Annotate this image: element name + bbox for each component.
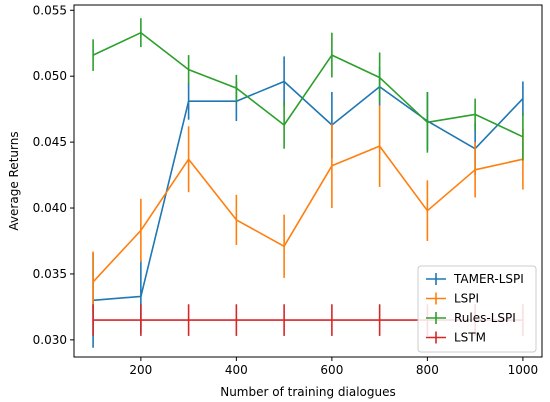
x-tick-label: 600 xyxy=(320,363,343,377)
legend-box xyxy=(417,265,537,353)
series-line-tamer-lspi xyxy=(93,80,524,302)
y-tick-label: 0.055 xyxy=(33,3,67,17)
x-tick-label: 200 xyxy=(129,363,152,377)
legend-label: Rules-LSPI xyxy=(454,311,516,325)
legend-item-lstm: LSTM xyxy=(426,331,486,345)
x-tick-label: 1000 xyxy=(508,363,539,377)
legend-label: LSPI xyxy=(454,292,479,306)
legend-label: TAMER-LSPI xyxy=(453,272,524,286)
series-lspi xyxy=(92,105,524,313)
legend-item-tamer-lspi: TAMER-LSPI xyxy=(426,272,524,286)
y-tick-label: 0.030 xyxy=(33,333,67,347)
y-axis-label: Average Returns xyxy=(7,131,21,230)
y-tick-label: 0.035 xyxy=(33,267,67,281)
legend: TAMER-LSPI LSPI Rules-LSPI LSTM xyxy=(417,265,537,353)
axis-ticks: 200 400 600 800 1000 0.030 0.035 0.040 0.045 0.05… xyxy=(33,3,539,377)
legend-label: LSTM xyxy=(454,331,486,345)
x-axis-label: Number of training dialogues xyxy=(220,385,396,399)
y-tick-label: 0.040 xyxy=(33,201,67,215)
legend-item-lspi: LSPI xyxy=(426,292,479,306)
x-tick-label: 400 xyxy=(225,363,248,377)
legend-item-rules-lspi: Rules-LSPI xyxy=(426,311,516,325)
y-tick-label: 0.045 xyxy=(33,135,67,149)
plot-frame xyxy=(73,4,543,358)
series-rules-lspi xyxy=(92,18,524,161)
series-line-lspi xyxy=(92,145,524,283)
x-tick-label: 800 xyxy=(416,363,439,377)
y-tick-label: 0.050 xyxy=(33,69,67,83)
series-line-rules-lspi xyxy=(92,31,524,138)
